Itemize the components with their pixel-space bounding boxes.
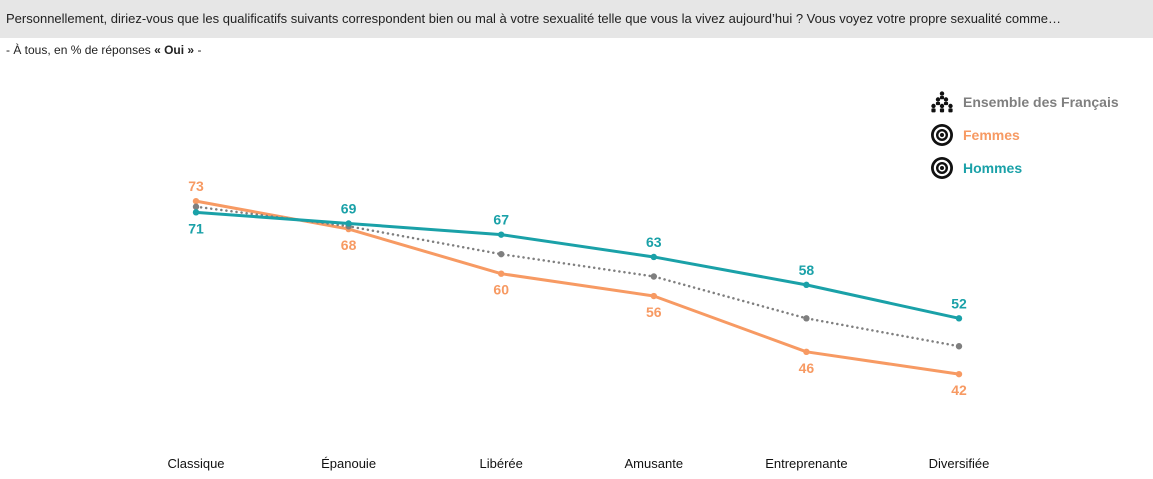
data-label-femmes: 42 [951, 382, 967, 398]
x-tick-label: Entreprenante [765, 456, 847, 471]
data-label-hommes: 69 [341, 200, 357, 216]
legend-item-ensemble: Ensemble des Français [930, 85, 1119, 118]
data-point-hommes [955, 315, 963, 322]
data-label-hommes: 52 [951, 295, 967, 311]
data-point-ensemble-des-francais [192, 203, 200, 210]
chart-legend: Ensemble des Français Femmes Hommes [930, 85, 1119, 184]
data-point-ensemble-des-francais [498, 250, 505, 258]
data-label-femmes: 73 [188, 178, 204, 194]
data-label-femmes: 46 [799, 360, 815, 376]
x-tick-label: Épanouie [321, 456, 376, 471]
data-label-femmes: 60 [493, 282, 509, 298]
question-banner: Personnellement, diriez-vous que les qua… [0, 0, 1153, 38]
target-icon [931, 156, 953, 179]
data-point-hommes [498, 231, 505, 238]
x-axis-labels: Classique Épanouie Libérée Amusante Entrepre… [167, 456, 989, 471]
x-tick-label: Classique [167, 456, 224, 471]
x-tick-label: Diversifiée [929, 456, 990, 471]
x-tick-label: Libérée [480, 456, 523, 471]
data-label-hommes: 63 [646, 234, 662, 250]
data-point-hommes [345, 220, 352, 227]
legend-item-femmes: Femmes [930, 118, 1119, 151]
data-point-femmes [803, 348, 810, 356]
subtitle-prefix: - À tous, en % de réponses [6, 43, 155, 57]
data-label-hommes: 71 [188, 220, 204, 236]
data-label-layer: 73 71 68 69 60 67 56 63 46 58 42 52 [188, 178, 967, 398]
series-line-hommes [194, 210, 961, 320]
data-point-hommes [650, 253, 657, 261]
legend-label-hommes: Hommes [963, 159, 1023, 176]
series-layer [192, 197, 963, 378]
data-point-ensemble-des-francais [650, 273, 657, 280]
data-point-hommes [803, 281, 810, 289]
legend-label-ensemble: Ensemble des Français [963, 93, 1119, 110]
legend-item-hommes: Hommes [930, 151, 1119, 184]
series-line-ensemble-des-francais [194, 205, 961, 348]
question-text: Personnellement, diriez-vous que les qua… [6, 11, 1062, 26]
data-point-femmes [498, 270, 505, 277]
people-group-icon [931, 90, 953, 112]
data-label-femmes: 68 [341, 237, 357, 253]
data-point-ensemble-des-francais [803, 315, 810, 322]
subtitle-suffix: - [194, 43, 202, 57]
target-icon [931, 123, 953, 146]
data-point-femmes [955, 370, 963, 378]
data-point-ensemble-des-francais [955, 343, 963, 350]
x-tick-label: Amusante [625, 456, 684, 471]
legend-label-femmes: Femmes [963, 126, 1020, 143]
data-point-femmes [192, 197, 200, 205]
data-label-hommes: 67 [493, 212, 509, 228]
data-point-femmes [650, 292, 657, 300]
data-label-femmes: 56 [646, 304, 662, 320]
chart-subtitle: - À tous, en % de réponses « Oui » - [6, 43, 201, 57]
series-line-femmes [194, 199, 961, 376]
data-label-hommes: 58 [799, 262, 815, 278]
data-point-hommes [192, 209, 200, 216]
subtitle-emphasis: « Oui » [154, 43, 195, 57]
